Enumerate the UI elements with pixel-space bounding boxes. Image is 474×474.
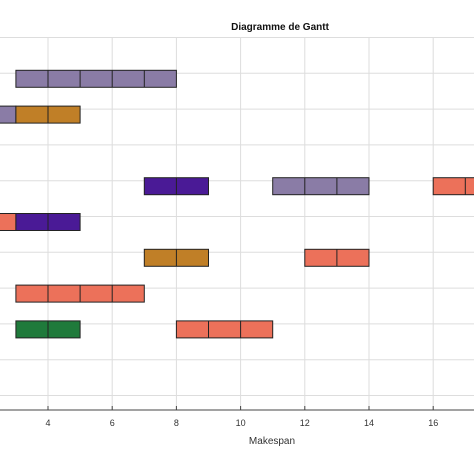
x-tick-label: 16 (428, 418, 438, 428)
task-bar-fill (0, 105, 17, 124)
task-bar-fill (272, 177, 370, 196)
x-tick-label: 8 (174, 418, 179, 428)
x-tick-label: 14 (364, 418, 374, 428)
task-bar (15, 320, 81, 339)
task-bar-fill (15, 69, 177, 88)
task-bar (0, 105, 17, 124)
task-bars (0, 69, 474, 339)
task-bar (15, 284, 145, 303)
task-bar (15, 69, 177, 88)
x-axis-ticks: 4 6 8 10 12 14 16 (45, 406, 438, 428)
x-axis-label: Makespan (249, 436, 295, 447)
task-bar (272, 177, 370, 196)
task-bar-fill (0, 213, 17, 231)
task-bar (304, 248, 370, 267)
grid-lines (0, 37, 474, 410)
task-bar (432, 177, 474, 196)
x-tick-label: 4 (45, 418, 50, 428)
task-bar (0, 213, 17, 231)
task-bar (15, 213, 81, 231)
task-bar (143, 248, 209, 267)
task-bar (143, 177, 209, 196)
task-bar-fill (175, 320, 274, 339)
x-tick-label: 10 (236, 418, 246, 428)
chart-title: Diagramme de Gantt (231, 22, 329, 33)
x-tick-label: 12 (300, 418, 310, 428)
task-bar (15, 105, 81, 124)
x-tick-label: 6 (110, 418, 115, 428)
task-bar (175, 320, 274, 339)
task-bar-fill (432, 177, 474, 196)
